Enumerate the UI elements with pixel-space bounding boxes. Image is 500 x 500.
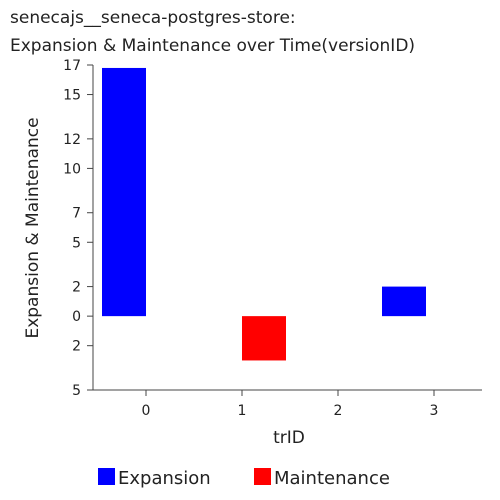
y-tick-label: 0 [72,309,81,325]
y-axis-label: Expansion & Maintenance [23,117,43,338]
legend-label-expansion: Expansion [118,468,211,489]
x-tick-label: 2 [334,403,343,419]
x-axis-label: trID [273,428,305,448]
y-tick-label: 10 [63,161,81,177]
legend: Expansion Maintenance [98,468,390,489]
bar-expansion-3 [382,286,426,317]
chart-title-line-2: Expansion & Maintenance over Time(versio… [10,36,415,56]
y-tick-label: 12 [63,132,81,148]
bar-maintenance-1 [242,316,286,361]
y-tick-label: 7 [72,206,81,222]
x-tick-label: 3 [430,403,439,419]
legend-swatch-expansion [98,468,115,485]
y-tick-label: 2 [72,339,81,355]
y-tick-label: 5 [72,383,81,399]
y-tick-label: 15 [63,88,81,104]
bar-expansion-0 [102,67,146,317]
chart-title-line-1: senecajs__seneca-postgres-store: [10,8,296,28]
x-tick-label: 1 [238,403,247,419]
y-tick-label: 2 [72,280,81,296]
x-tick-label: 0 [142,403,151,419]
legend-swatch-maintenance [254,468,271,485]
legend-label-maintenance: Maintenance [274,468,390,489]
y-tick-label: 17 [63,58,81,74]
y-tick-label: 5 [72,235,81,251]
